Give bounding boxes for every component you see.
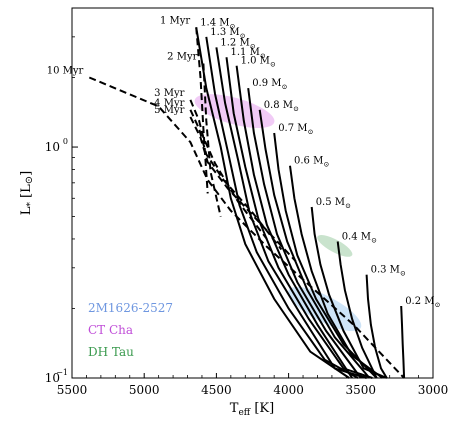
track-label-12: 0.2 M⊙ (405, 296, 440, 309)
isochrone-line-0 (195, 27, 209, 194)
x-tick-label-4: 3500 (346, 383, 377, 397)
x-axis-ticks: 5500 5000 4500 4000 3500 3000 (57, 373, 449, 397)
track-line-12 (400, 305, 406, 379)
track-line-10 (336, 241, 378, 379)
track-label-3: 1.1 M⊙ (231, 47, 266, 60)
isochrone-label-0: 1 Myr (160, 15, 190, 26)
isochrone-line-3 (189, 109, 283, 251)
sun-symbol-icon: ⊙ (371, 237, 377, 245)
y-tick-label-1: 10 (45, 140, 60, 154)
x-tick-label-2: 4500 (201, 383, 232, 397)
track-line-5 (247, 87, 362, 379)
track-label-9: 0.5 M⊙ (316, 197, 351, 210)
sun-symbol-icon: ⊙ (435, 301, 441, 309)
track-label-8: 0.6 M⊙ (294, 156, 329, 169)
y-axis-label: L* [L⊙] (19, 171, 36, 215)
isochrone-label-3: 4 Myr (154, 98, 184, 109)
track-label-2: 1.2 M⊙ (220, 37, 255, 50)
isochrone-label-1: 2 Myr (167, 52, 197, 63)
track-line-11 (365, 274, 388, 379)
x-tick-label-0: 5500 (57, 383, 88, 397)
sun-symbol-icon: ⊙ (240, 32, 246, 40)
legend-entry-0: 2M1626-2527 (88, 301, 173, 315)
y-tick-exponent-0: −1 (56, 368, 68, 377)
sun-symbol-icon: ⊙ (400, 270, 406, 278)
isochrone-line-4 (189, 116, 297, 262)
track-label-1: 1.3 M⊙ (210, 27, 245, 40)
isochrone-label-2: 3 Myr (154, 88, 184, 99)
isochrones-layer (88, 27, 405, 379)
legend: 2M1626-2527 CT Cha DH Tau (88, 301, 173, 359)
sun-symbol-icon: ⊙ (260, 52, 266, 60)
labels-layer: 1.4 M⊙1.3 M⊙1.2 M⊙1.1 M⊙1.0 M⊙ 0.9 M⊙ 0.8 … (47, 15, 441, 309)
sun-symbol-icon: ⊙ (282, 83, 288, 91)
sun-symbol-icon: ⊙ (293, 105, 299, 113)
y-tick-label-0: 10 (45, 371, 60, 385)
legend-entry-1: CT Cha (88, 323, 133, 337)
sun-symbol-icon: ⊙ (308, 128, 314, 136)
track-line-4 (235, 65, 353, 379)
track-line-0 (195, 27, 350, 379)
track-line-1 (205, 36, 359, 379)
plot-frame (71, 7, 434, 379)
track-label-4: 1.0 M⊙ (241, 56, 276, 69)
object-ellipse-1 (194, 94, 275, 129)
track-line-2 (215, 47, 367, 379)
sun-symbol-icon: ⊙ (24, 176, 35, 184)
track-line-6 (258, 109, 371, 379)
x-tick-label-5: 3000 (418, 383, 449, 397)
sun-symbol-icon: ⊙ (250, 42, 256, 50)
legend-entry-2: DH Tau (88, 345, 134, 359)
sun-symbol-icon: ⊙ (323, 161, 329, 169)
track-label-11: 0.3 M⊙ (371, 265, 406, 278)
isochrone-label-5: 10 Myr (47, 66, 84, 77)
track-line-7 (273, 132, 378, 379)
track-label-5: 0.9 M⊙ (252, 78, 287, 91)
track-line-3 (225, 57, 373, 379)
track-line-9 (310, 206, 388, 379)
y-axis-ticks: 10−110 0 (45, 36, 78, 385)
track-label-6: 0.8 M⊙ (264, 100, 299, 113)
x-tick-label-1: 5000 (129, 383, 160, 397)
sun-symbol-icon: ⊙ (345, 202, 351, 210)
track-label-7: 0.7 M⊙ (278, 123, 313, 136)
isochrone-label-4: 5 Myr (154, 105, 184, 116)
track-line-8 (289, 165, 384, 379)
y-tick-exponent-1: 0 (63, 137, 68, 146)
isochrone-line-5 (88, 76, 405, 379)
track-label-0: 1.4 M⊙ (200, 17, 235, 30)
x-axis-label: Teff [K] (230, 401, 274, 418)
x-tick-label-3: 4000 (273, 383, 304, 397)
object-ellipse-2 (317, 234, 353, 257)
sun-symbol-icon: ⊙ (270, 61, 276, 69)
tracks-layer (195, 27, 406, 379)
track-label-10: 0.4 M⊙ (342, 232, 377, 245)
sun-symbol-icon: ⊙ (230, 22, 236, 30)
